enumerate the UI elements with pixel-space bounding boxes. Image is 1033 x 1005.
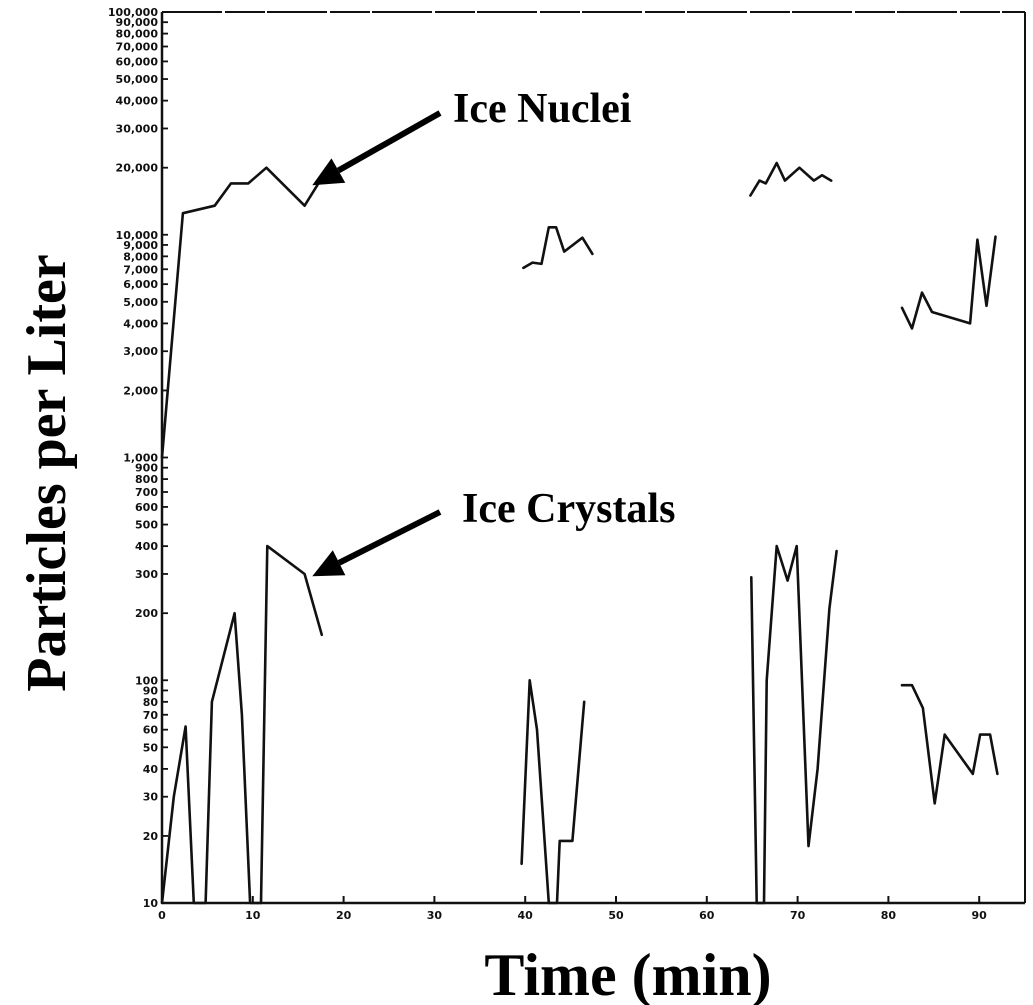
y-tick-label: 20 <box>143 830 159 843</box>
ice-nuclei-arrow-shaft <box>336 110 442 174</box>
x-tick-label: 40 <box>518 909 534 922</box>
y-tick-label: 9,000 <box>123 239 158 252</box>
ice-crystals-arrow-shaft <box>337 509 442 566</box>
y-tick-label: 30 <box>143 791 159 804</box>
y-tick-label: 3,000 <box>123 345 158 358</box>
y-tick-label: 70 <box>143 709 159 722</box>
ice-nuclei-line-group <box>160 161 997 459</box>
y-tick-label: 7,000 <box>123 263 158 276</box>
y-tick-label: 20,000 <box>116 162 159 175</box>
y-tick-label: 50 <box>143 741 159 754</box>
x-tick-label: 70 <box>790 909 806 922</box>
x-tick-label: 60 <box>699 909 715 922</box>
y-tick-label: 50,000 <box>116 73 159 86</box>
y-tick-label: 90 <box>143 684 159 697</box>
y-tick-label: 200 <box>135 607 158 620</box>
y-tick-label: 800 <box>135 473 158 486</box>
y-tick-label: 80 <box>143 696 159 709</box>
y-tick-label: 60,000 <box>116 55 159 68</box>
y-axis-title: Particles per Liter <box>16 254 78 691</box>
y-tick-label: 60 <box>143 724 159 737</box>
x-tick-label: 10 <box>245 909 261 922</box>
ice-crystals-line-group <box>160 544 999 905</box>
ice-nuclei-line <box>749 161 833 197</box>
y-axis-ticks: 1020304050607080901002003004005006007008… <box>108 6 168 910</box>
ice-crystals-label: Ice Crystals <box>462 486 675 532</box>
y-tick-label: 100 <box>135 674 158 687</box>
x-tick-label: 50 <box>608 909 624 922</box>
y-tick-label: 500 <box>135 519 158 532</box>
y-tick-label: 70,000 <box>116 41 159 54</box>
ice-nuclei-arrow-head <box>312 158 346 186</box>
y-tick-label: 10,000 <box>116 229 159 242</box>
x-tick-label: 0 <box>158 909 166 922</box>
ice-crystals-line <box>749 544 838 905</box>
y-tick-label: 40 <box>143 763 159 776</box>
x-axis-ticks: 0 10 20 30 40 50 60 70 80 90 <box>158 896 987 922</box>
ice-nuclei-line <box>522 226 594 270</box>
y-tick-label: 40,000 <box>116 95 159 108</box>
ice-nuclei-label: Ice Nuclei <box>453 86 632 132</box>
ice-crystals-line <box>900 683 999 805</box>
y-tick-label: 1,000 <box>123 452 158 465</box>
x-tick-label: 20 <box>336 909 352 922</box>
ice-crystals-arrow-head <box>312 550 346 577</box>
y-tick-label: 900 <box>135 462 158 475</box>
ice-nuclei-line <box>160 166 324 459</box>
plot-frame <box>160 11 1026 905</box>
y-tick-label: 80,000 <box>116 28 159 41</box>
ice-nuclei-line <box>900 235 997 330</box>
y-tick-label: 5,000 <box>123 296 158 309</box>
y-tick-label: 10 <box>143 897 159 910</box>
y-tick-label: 2,000 <box>123 384 158 397</box>
y-tick-label: 400 <box>135 540 158 553</box>
y-tick-label: 90,000 <box>116 16 159 29</box>
y-tick-label: 8,000 <box>123 250 158 263</box>
ice-crystals-line <box>160 544 324 905</box>
y-tick-label: 600 <box>135 501 158 514</box>
series-layer <box>160 161 999 905</box>
annotation-layer: Ice Nuclei Ice Crystals <box>312 86 675 577</box>
y-tick-label: 100,000 <box>108 6 158 19</box>
y-tick-label: 700 <box>135 486 158 499</box>
y-tick-label: 30,000 <box>116 122 159 135</box>
ice-crystals-line <box>520 678 586 905</box>
x-tick-label: 30 <box>427 909 443 922</box>
x-tick-label: 80 <box>881 909 897 922</box>
y-tick-label: 300 <box>135 568 158 581</box>
y-tick-label: 4,000 <box>123 317 158 330</box>
x-tick-label: 90 <box>972 909 988 922</box>
x-axis-title: Time (min) <box>484 942 771 1005</box>
y-tick-label: 6,000 <box>123 278 158 291</box>
